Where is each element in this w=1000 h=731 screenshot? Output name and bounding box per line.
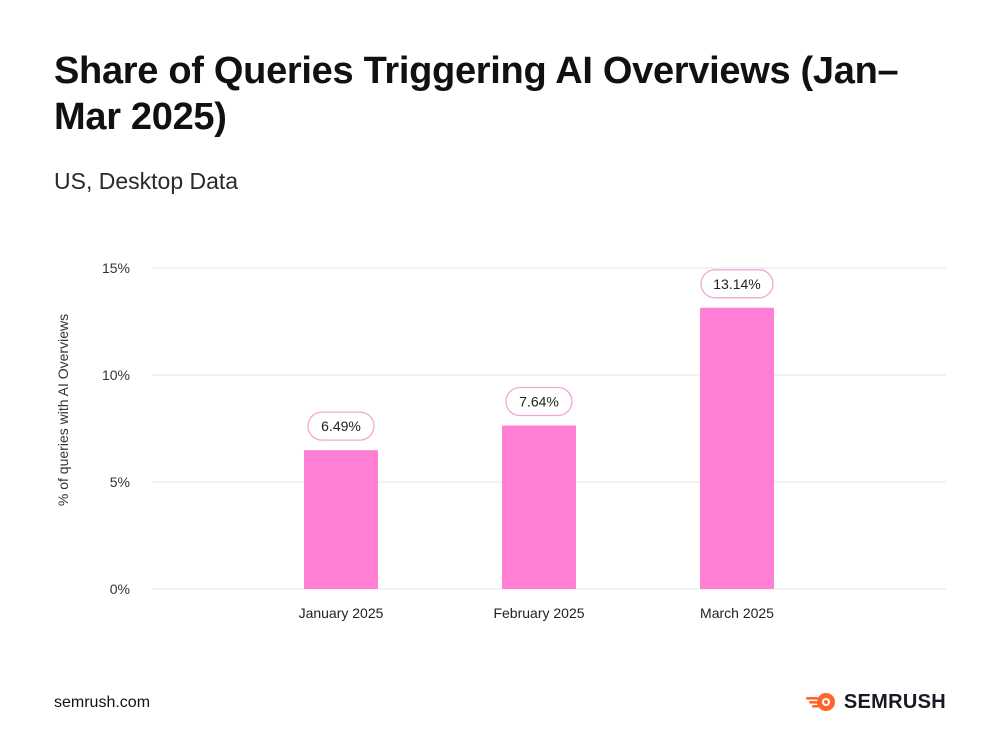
y-axis-label: % of queries with AI Overviews: [55, 314, 71, 506]
bar: [304, 450, 378, 589]
x-tick-label: March 2025: [700, 605, 774, 621]
semrush-fireball-icon: [805, 693, 835, 711]
y-tick-label: 5%: [110, 474, 130, 490]
value-label: 7.64%: [519, 394, 559, 410]
value-label-pill: [307, 411, 375, 441]
y-tick-label: 15%: [102, 260, 130, 276]
value-label-pill: [700, 269, 774, 299]
bar: [502, 425, 576, 589]
chart-subtitle: US, Desktop Data: [54, 168, 239, 194]
y-tick-label: 0%: [110, 581, 130, 597]
y-tick-label: 10%: [102, 367, 130, 383]
source-label: semrush.com: [54, 694, 151, 711]
brand-name: SEMRUSH: [843, 690, 946, 713]
x-tick-label: February 2025: [493, 605, 584, 621]
brand-logo: SEMRUSH: [804, 690, 946, 714]
value-label-pill: [505, 386, 573, 417]
chart-title: Share of Queries Triggering AI Overviews…: [54, 50, 899, 138]
value-label: 6.49%: [321, 418, 361, 434]
value-label: 13.14%: [713, 276, 760, 292]
x-tick-label: January 2025: [299, 605, 384, 621]
bar: [700, 307, 774, 589]
